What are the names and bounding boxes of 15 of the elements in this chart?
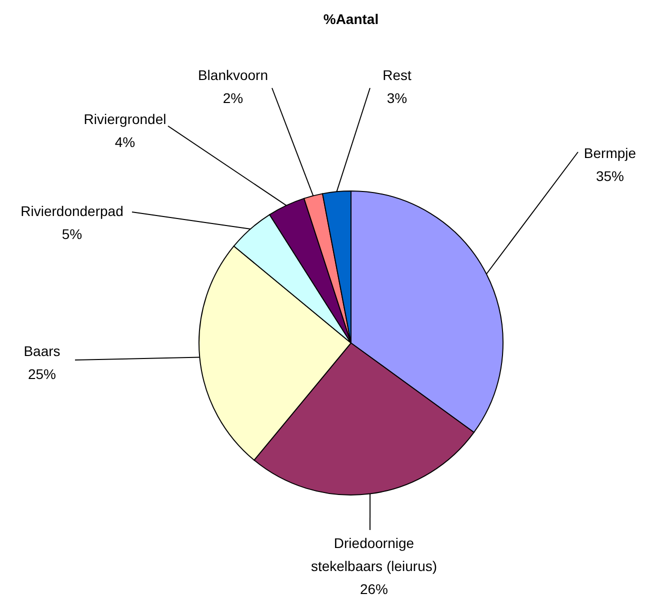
slice-label: Blankvoorn [198, 67, 268, 83]
slice-label: Baars [24, 343, 60, 359]
data-label: 4% [114, 134, 136, 150]
data-label: 25% [28, 366, 56, 382]
slice-label: Driedoornige stekelbaars (leiurus) [310, 535, 438, 574]
slice-label: Rivierdonderpad [20, 203, 124, 219]
data-label: 5% [62, 226, 82, 242]
chart-title: %Aantal [323, 11, 379, 27]
data-label: 35% [596, 168, 624, 184]
data-label: 2% [222, 90, 244, 106]
slice-label: Riviergrondel [84, 111, 166, 127]
data-label: 3% [386, 90, 408, 106]
slice-label: Rest [382, 67, 412, 83]
data-label: 26% [360, 581, 388, 597]
slice-label: Bermpje [584, 145, 636, 161]
